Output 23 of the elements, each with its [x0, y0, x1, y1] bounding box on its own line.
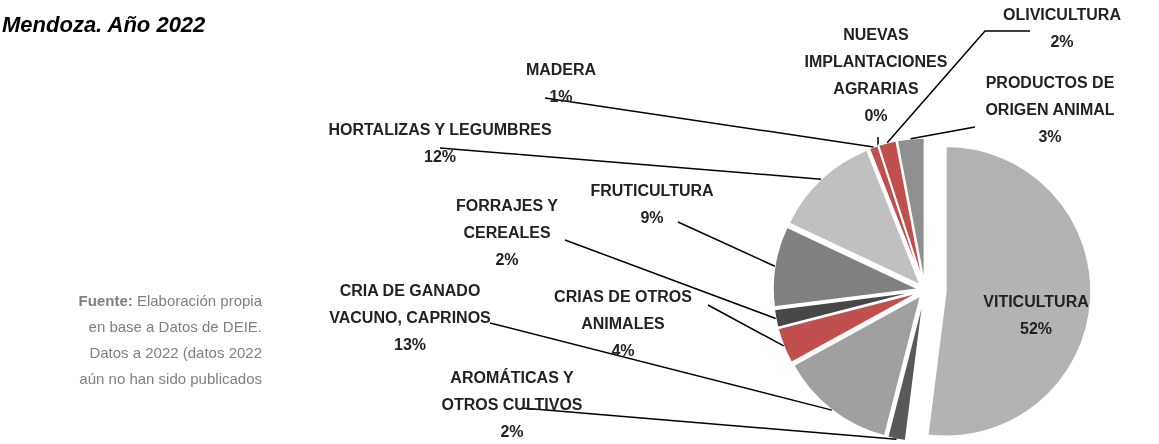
- slice-label: AROMÁTICAS Y OTROS CULTIVOS: [441, 368, 583, 413]
- data-label: 2%: [1050, 33, 1074, 50]
- slice-label: CRIAS DE OTROS ANIMALES: [554, 288, 693, 332]
- category-label: NUEVAS IMPLANTACIONES AGRARIAS: [804, 26, 948, 97]
- data-label: 2%: [500, 423, 524, 440]
- data-label: 2%: [495, 251, 519, 268]
- data-label: 3%: [1038, 128, 1062, 145]
- slice-label: FORRAJES Y CEREALES: [456, 197, 559, 241]
- slice-label: OLIVICULTURA: [1003, 6, 1122, 23]
- data-label: 13%: [393, 336, 427, 353]
- data-label: 4%: [611, 342, 635, 359]
- slice-label: MADERA: [525, 61, 597, 78]
- slice-label: FRUTICULTURA: [590, 182, 715, 199]
- text: 0%: [864, 107, 888, 124]
- data-label: 52%: [1019, 320, 1053, 337]
- text: Mendoza. Año 2022: [2, 12, 207, 37]
- source-note: Fuente: Elaboración propia en base a Datos de DEIE. Datos a 2022 (datos 2022 aún no han sido publicados: [78, 292, 263, 387]
- slice-label: CRIA DE GANADO VACUNO, CAPRINOS: [329, 282, 492, 326]
- slice-label: HORTALIZAS Y LEGUMBRES: [328, 121, 552, 138]
- data-label: 9%: [640, 209, 664, 226]
- data-label: 12%: [423, 148, 457, 165]
- slice-label: PRODUCTOS DE ORIGEN ANIMAL: [985, 74, 1115, 118]
- slice-label: VITICULTURA: [983, 293, 1090, 310]
